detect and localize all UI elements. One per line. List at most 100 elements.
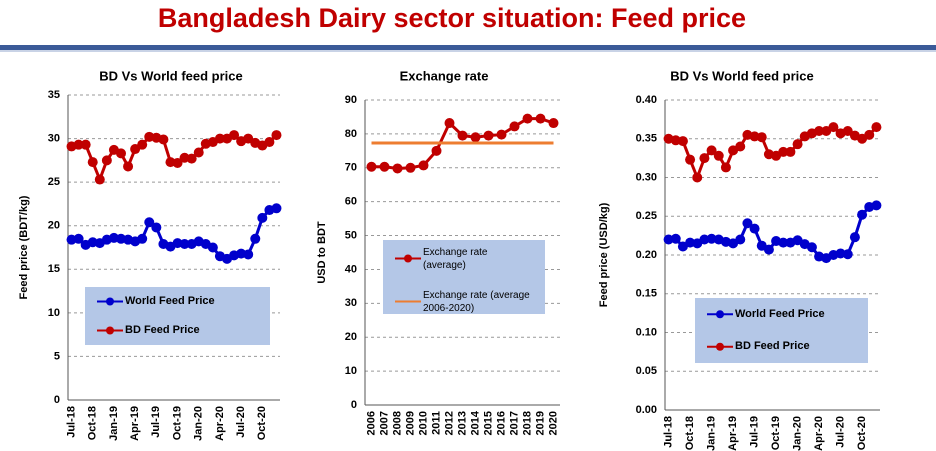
data-point — [144, 217, 155, 228]
data-point — [123, 161, 134, 172]
data-point — [496, 129, 507, 140]
x-tick-label: Jan-19 — [108, 406, 120, 441]
x-tick-label: Jul-20 — [834, 416, 846, 448]
header-bar — [0, 45, 936, 50]
x-tick-label: Jan-20 — [193, 406, 205, 441]
data-point — [214, 133, 225, 144]
x-tick-label: Jul-18 — [662, 416, 674, 448]
y-tick-label: 0.30 — [636, 171, 657, 183]
x-tick-label: Oct-19 — [770, 416, 782, 450]
data-point — [186, 153, 197, 164]
y-tick-label: 0.00 — [636, 404, 657, 416]
x-tick-label: Oct-18 — [684, 416, 696, 450]
data-point — [685, 154, 696, 165]
legend-label: Exchange rate (average) — [423, 246, 488, 271]
y-tick-label: 25 — [48, 176, 60, 188]
legend-label: World Feed Price — [735, 307, 825, 320]
legend-text: BD Feed Price — [735, 340, 810, 353]
data-point — [264, 137, 275, 148]
x-tick-label: 2006 — [365, 411, 377, 435]
x-tick-label: Jul-19 — [748, 416, 760, 448]
data-point — [699, 153, 710, 164]
x-tick-label: Apr-20 — [813, 416, 825, 451]
legend-box — [695, 298, 868, 363]
y-tick-label: 0 — [351, 399, 357, 411]
x-tick-label: 2015 — [482, 411, 494, 435]
data-point — [80, 139, 91, 150]
data-point — [137, 233, 148, 244]
data-point — [87, 157, 98, 168]
chart-title: BD Vs World feed price — [99, 68, 243, 83]
x-tick-label: 2014 — [469, 410, 481, 435]
x-tick-label: 2011 — [430, 411, 442, 435]
data-point — [735, 234, 746, 245]
data-point — [271, 203, 282, 214]
data-point — [814, 126, 825, 136]
x-tick-label: Jul-19 — [150, 406, 162, 438]
data-point — [405, 162, 416, 173]
x-tick-label: Jul-20 — [235, 406, 247, 438]
y-tick-label: 0.20 — [636, 249, 657, 261]
data-point — [137, 139, 148, 150]
data-point — [742, 218, 753, 229]
data-point — [548, 118, 559, 129]
data-point — [806, 242, 817, 253]
data-point — [116, 148, 126, 159]
data-point — [749, 223, 760, 234]
data-point — [366, 161, 377, 172]
y-tick-label: 0.35 — [636, 133, 657, 145]
x-tick-label: 2016 — [495, 411, 507, 435]
legend-text: Exchange rate (average 2006-2020) — [423, 289, 530, 314]
y-tick-label: 0.10 — [636, 326, 657, 338]
chart-title: BD Vs World feed price — [670, 68, 814, 83]
x-tick-label: Oct-20 — [856, 416, 868, 450]
y-tick-label: 70 — [345, 162, 357, 174]
data-point — [257, 212, 268, 223]
data-point — [444, 118, 455, 129]
y-tick-label: 20 — [48, 220, 60, 232]
data-point — [522, 113, 533, 124]
data-point — [379, 161, 390, 172]
x-tick-label: Jul-18 — [65, 406, 77, 438]
legend-text: BD Feed Price — [125, 324, 200, 336]
x-tick-label: Apr-19 — [129, 406, 141, 441]
y-tick-label: 10 — [48, 307, 60, 319]
data-point — [207, 242, 218, 253]
data-point — [778, 146, 789, 157]
y-tick-label: 30 — [48, 132, 60, 144]
legend-label: BD Feed Price — [735, 340, 810, 353]
legend-text: Exchange rate (average) — [423, 246, 488, 271]
data-point — [392, 163, 403, 174]
data-point — [73, 139, 84, 150]
y-tick-label: 0.40 — [636, 94, 657, 106]
x-tick-label: Oct-18 — [87, 406, 99, 440]
data-point — [158, 134, 169, 145]
data-point — [792, 139, 803, 150]
data-point — [785, 146, 796, 157]
legend-text: World Feed Price — [735, 307, 825, 320]
data-point — [864, 129, 875, 140]
x-tick-label: Jan-20 — [791, 416, 803, 451]
data-point — [94, 174, 105, 185]
legend-box — [85, 287, 270, 345]
y-tick-label: 5 — [54, 350, 60, 362]
data-point — [535, 113, 546, 124]
data-point — [735, 141, 746, 152]
chart-title: Exchange rate — [400, 68, 489, 83]
legend-marker — [106, 297, 114, 306]
y-tick-label: 90 — [345, 94, 357, 106]
data-point — [692, 172, 703, 183]
data-point — [229, 130, 240, 141]
data-point — [778, 237, 789, 248]
data-point — [172, 157, 183, 168]
data-point — [418, 160, 429, 171]
y-tick-label: 50 — [345, 229, 357, 241]
x-tick-label: 2012 — [443, 411, 455, 435]
legend-marker — [716, 310, 724, 319]
data-point — [677, 136, 688, 147]
data-point — [271, 130, 282, 141]
legend-label: Exchange rate (average 2006-2020) — [423, 289, 530, 314]
data-point — [179, 239, 190, 250]
x-tick-label: Oct-20 — [256, 406, 268, 440]
